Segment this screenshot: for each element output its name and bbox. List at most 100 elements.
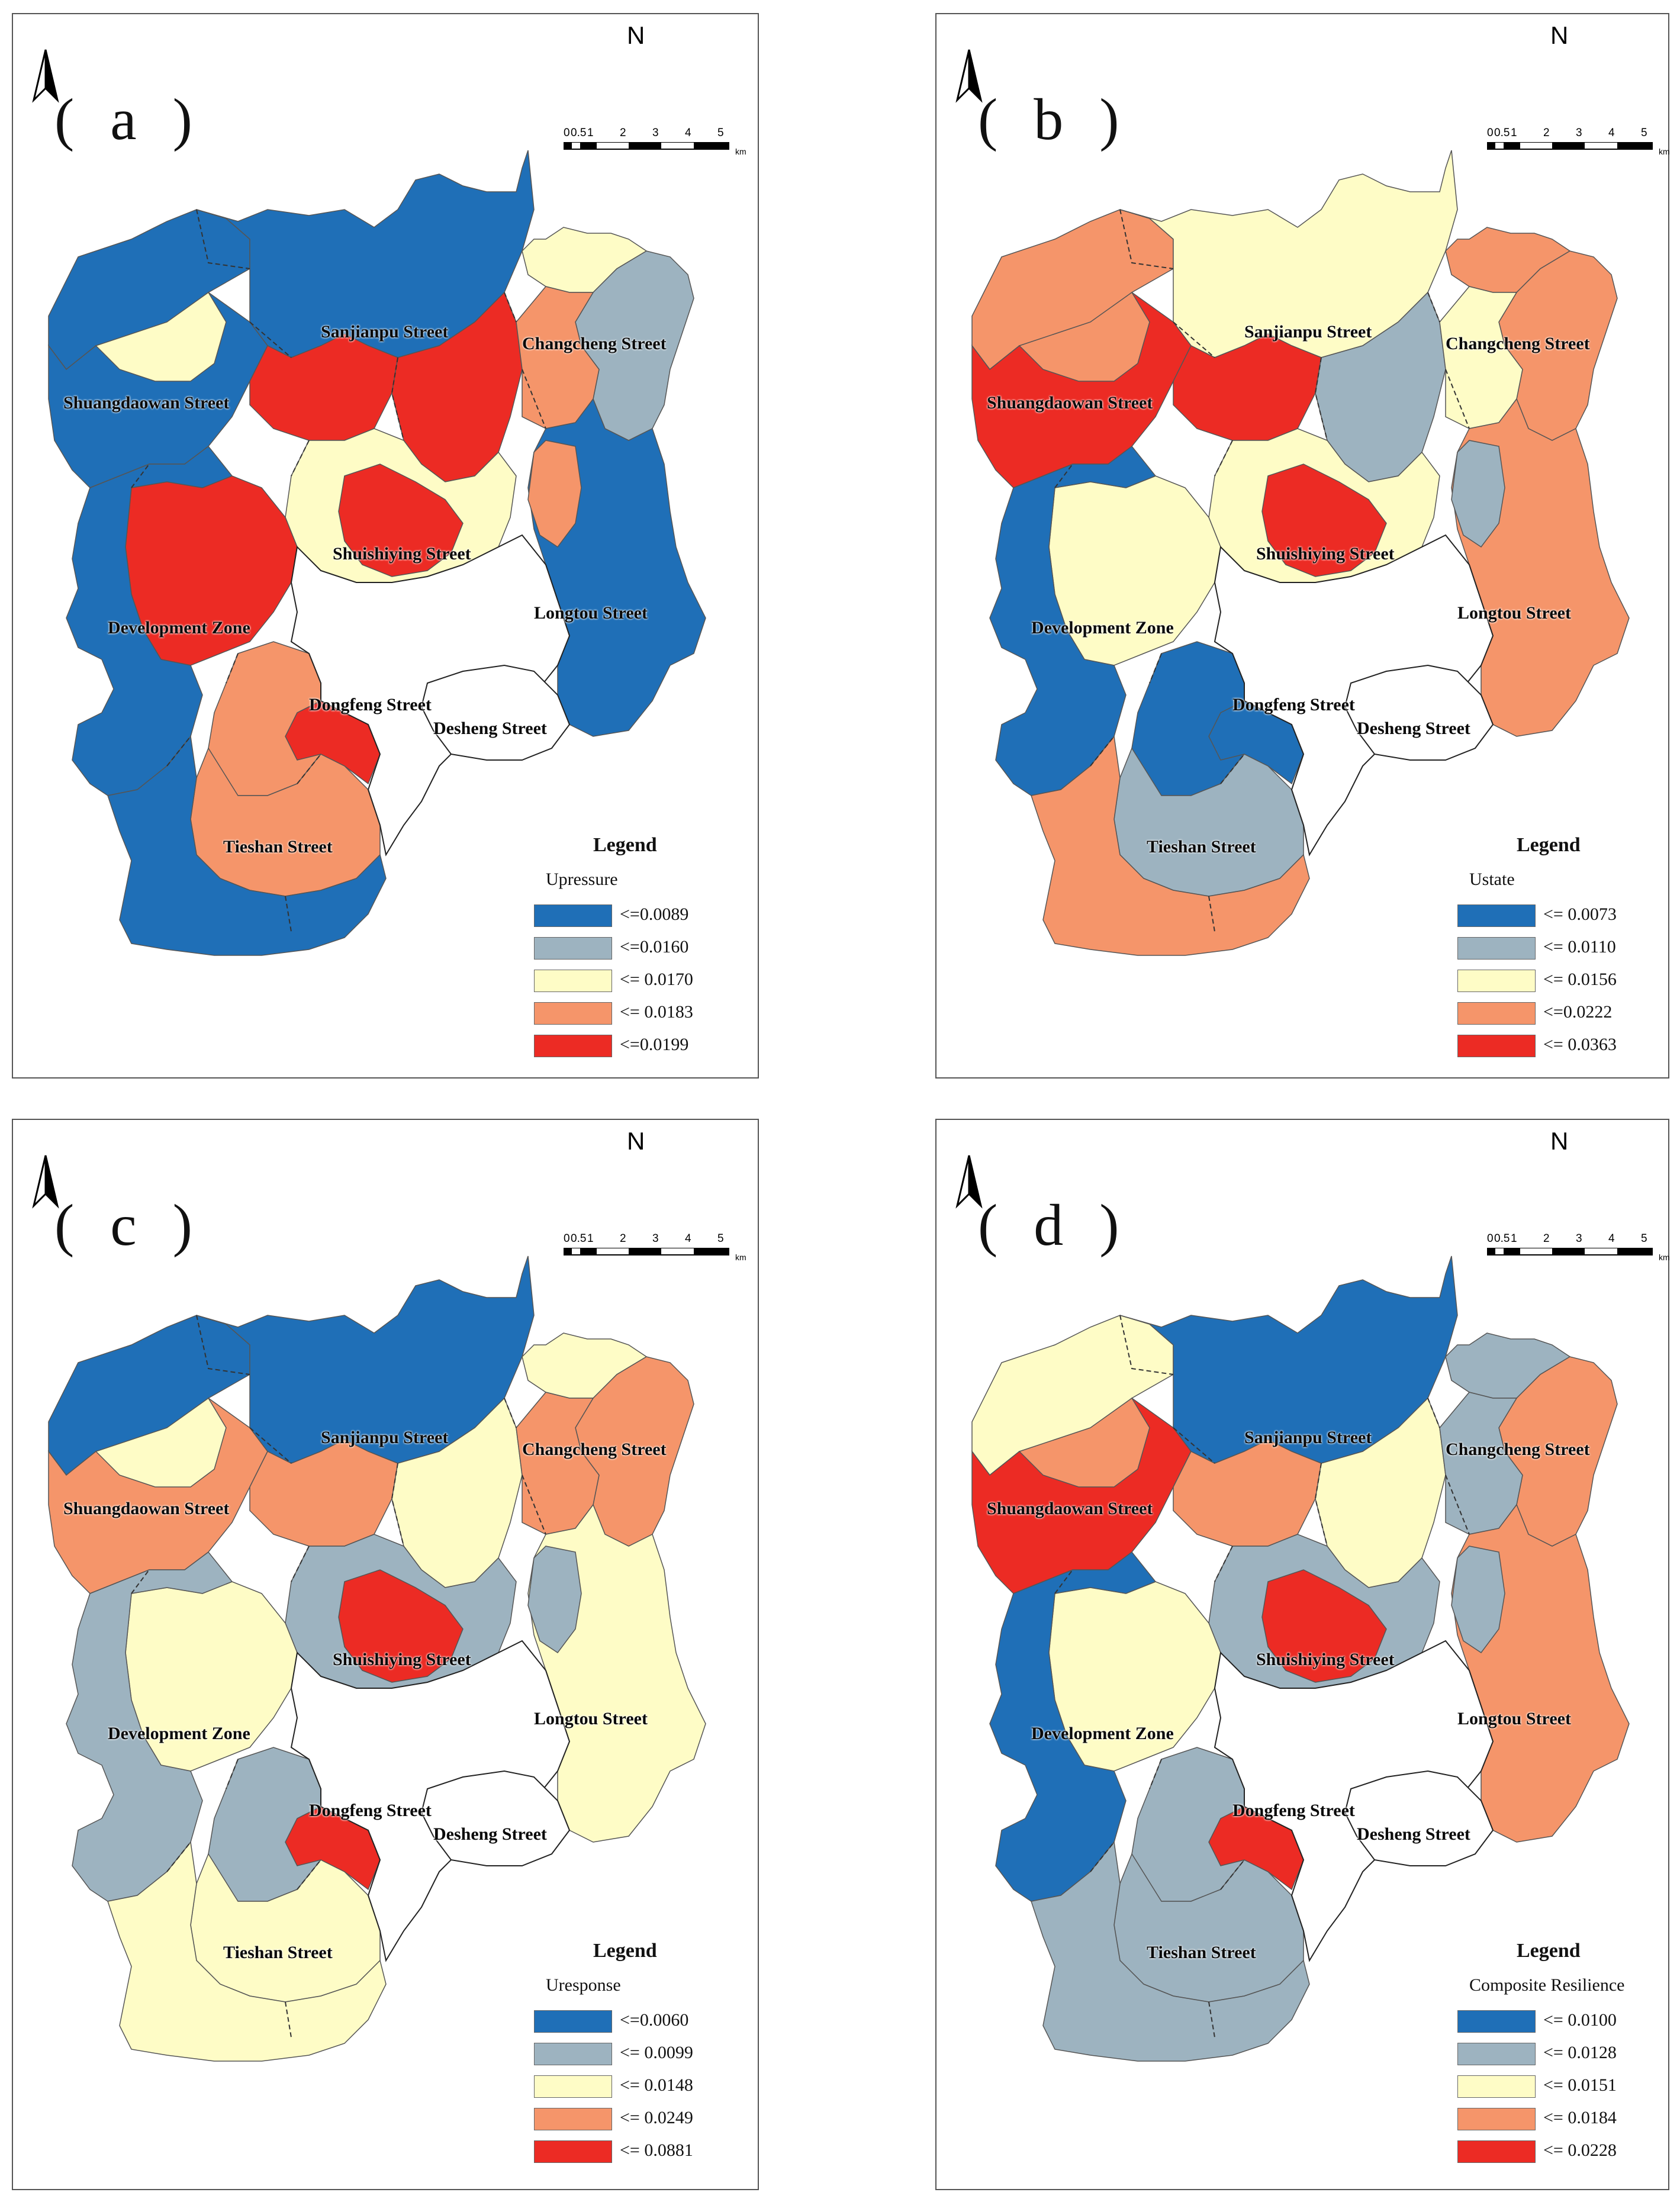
scale-tick: 4 — [685, 1232, 691, 1245]
scale-tick: 3 — [1576, 1232, 1582, 1245]
legend-swatch — [1457, 2010, 1536, 2033]
label-shuishiying: Shuishiying Street — [333, 1650, 471, 1669]
legend-row: <= 0.0156 — [1457, 967, 1659, 992]
map-region-shuishiying — [338, 1569, 464, 1683]
district-boundary-8 — [1220, 754, 1245, 784]
scale-tick: 5 — [717, 127, 724, 139]
legend-variable: Ustate — [1469, 870, 1515, 889]
legend-class-label: <= 0.0148 — [620, 2075, 693, 2095]
legend-swatch — [1457, 2075, 1536, 2098]
label-longtou: Longtou Street — [534, 1709, 648, 1728]
district-boundary-7 — [226, 1759, 239, 1789]
scale-tick: 5 — [717, 1232, 724, 1245]
legend-row: <=0.0222 — [1457, 1000, 1659, 1025]
legend-swatch — [534, 904, 612, 927]
legend-swatch — [1457, 2043, 1536, 2065]
legend-swatch — [534, 937, 612, 960]
map-region-south — [1031, 735, 1310, 956]
legend-variable: Uresponse — [546, 1975, 621, 1995]
district-boundary-10 — [1208, 2001, 1215, 2038]
scale-bar: 0 0.5 1 2 3 4 5 km — [1487, 1232, 1676, 1268]
district-boundary-2 — [391, 357, 404, 441]
scale-unit: km — [1659, 147, 1670, 156]
north-letter: N — [627, 1127, 645, 1155]
legend-class-label: <= 0.0128 — [1543, 2043, 1617, 2062]
label-development: Development Zone — [108, 1724, 250, 1743]
north-arrow-icon — [32, 49, 59, 103]
map-region-longtou_w — [1451, 1546, 1505, 1654]
map-region-south — [107, 735, 387, 956]
legend-row: <= 0.0148 — [534, 2073, 735, 2098]
scale-bar-graphic — [1487, 1248, 1653, 1255]
legend-class-label: <=0.0199 — [620, 1035, 689, 1054]
legend-swatch — [534, 1035, 612, 1057]
district-boundary-4 — [1445, 1475, 1470, 1535]
district-boundary-7 — [226, 653, 239, 684]
map-region-wc — [1018, 291, 1150, 382]
scale-tick: 2 — [620, 127, 626, 139]
legend-class-label: <=0.0222 — [1543, 1002, 1613, 1022]
scale-unit: km — [735, 1253, 746, 1262]
label-shuangdaowan: Shuangdaowan Street — [987, 1499, 1153, 1518]
scale-bar: 0 0.5 1 2 3 4 5 km — [1487, 127, 1676, 162]
district-boundary-3 — [1427, 1398, 1440, 1428]
legend-class-label: <= 0.0363 — [1543, 1035, 1617, 1054]
north-letter: N — [627, 21, 645, 49]
map-region-urban-1 — [1344, 664, 1494, 761]
panel-label: ( d ) — [978, 1192, 1130, 1258]
north-arrow-icon — [32, 1155, 59, 1209]
label-tieshan: Tieshan Street — [1147, 837, 1256, 857]
district-boundary-2 — [1314, 1463, 1328, 1547]
district-boundary-0 — [1119, 209, 1174, 269]
legend-row: <= 0.0099 — [534, 2040, 735, 2065]
scale-tick: 0.5 — [571, 1232, 587, 1245]
legend-row: <= 0.0100 — [1457, 2008, 1659, 2033]
legend-class-label: <= 0.0100 — [1543, 2010, 1617, 2030]
label-shuangdaowan: Shuangdaowan Street — [63, 393, 230, 413]
map-region-c_north — [1173, 1439, 1322, 1547]
legend-row: <= 0.0128 — [1457, 2040, 1659, 2065]
label-tieshan: Tieshan Street — [223, 837, 333, 857]
legend-swatch — [1457, 2140, 1536, 2163]
label-desheng: Desheng Street — [433, 719, 547, 738]
label-desheng: Desheng Street — [433, 1824, 547, 1844]
north-arrow-icon — [955, 49, 983, 103]
map-panel-b: ( b ) N 0 0.5 1 2 3 4 5 km Sanjianpu Str… — [935, 13, 1670, 1079]
label-dongfeng: Dongfeng Street — [309, 695, 432, 714]
legend-class-label: <= 0.0099 — [620, 2043, 693, 2062]
scale-tick: 4 — [685, 127, 691, 139]
label-dongfeng: Dongfeng Street — [1232, 1801, 1355, 1820]
district-boundary-3 — [504, 1398, 517, 1428]
legend-class-label: <= 0.0184 — [1543, 2108, 1617, 2127]
district-boundary-6 — [131, 463, 150, 488]
scale-tick: 5 — [1641, 1232, 1647, 1245]
district-boundary-9 — [1090, 1842, 1115, 1872]
legend-row: <= 0.0151 — [1457, 2073, 1659, 2098]
district-boundary-2 — [391, 1463, 404, 1547]
map-region-shuishiying — [1261, 1569, 1387, 1683]
map-region-wc — [1018, 1397, 1150, 1488]
scale-tick: 0 — [1487, 1232, 1494, 1245]
district-boundary-10 — [285, 896, 292, 932]
label-shuishiying: Shuishiying Street — [1256, 544, 1395, 564]
scale-tick: 0 — [1487, 127, 1494, 139]
label-tieshan: Tieshan Street — [223, 1943, 333, 1962]
legend-row: <= 0.0184 — [1457, 2106, 1659, 2130]
district-boundary-5 — [1214, 1546, 1233, 1582]
district-boundary-0 — [1119, 1315, 1174, 1375]
label-sanjianpu: Sanjianpu Street — [1244, 322, 1372, 342]
district-boundary-5 — [291, 440, 310, 477]
scale-bar-graphic — [564, 1248, 729, 1255]
legend-swatch — [1457, 904, 1536, 927]
scale-tick: 0.5 — [1494, 127, 1510, 139]
scale-tick: 2 — [1543, 1232, 1550, 1245]
district-boundary-3 — [504, 292, 517, 323]
map-region-c_north — [249, 333, 398, 441]
district-boundary-3 — [1427, 292, 1440, 323]
label-shuishiying: Shuishiying Street — [1256, 1650, 1395, 1669]
legend-class-label: <=0.0160 — [620, 937, 689, 957]
label-tieshan: Tieshan Street — [1147, 1943, 1256, 1962]
map-canvas — [971, 150, 1630, 956]
legend-swatch — [1457, 1035, 1536, 1057]
scale-bar-graphic — [1487, 142, 1653, 150]
